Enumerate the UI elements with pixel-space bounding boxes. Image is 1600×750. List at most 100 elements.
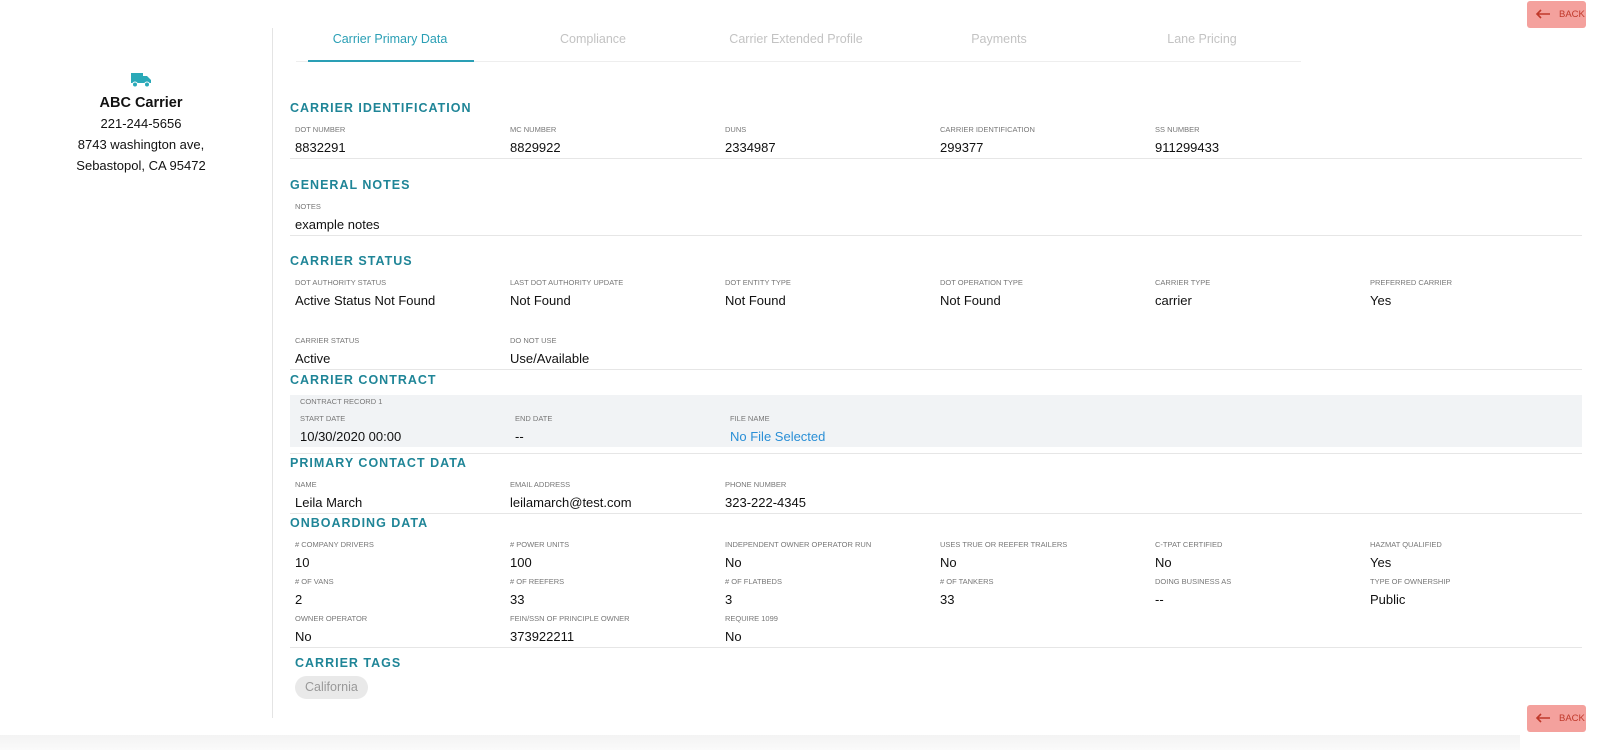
field-label: DOT OPERATION TYPE (940, 278, 1023, 287)
field-label: OWNER OPERATOR (295, 614, 368, 623)
field: C-TPAT CERTIFIED No (1150, 533, 1365, 573)
contract-record: CONTRACT RECORD 1 START DATE 10/30/2020 00… (290, 395, 1582, 447)
field-value: No (940, 555, 957, 570)
carrier-name: ABC Carrier (99, 95, 183, 111)
field: CARRIER STATUS Active (290, 329, 505, 369)
field-label: # OF VANS (295, 577, 334, 586)
tab[interactable]: Lane Pricing (1167, 32, 1237, 46)
field-value: No (725, 555, 742, 570)
field-label: HAZMAT QUALIFIED (1370, 540, 1442, 549)
field-value: -- (1155, 592, 1164, 607)
field-label: CARRIER TYPE (1155, 278, 1211, 287)
field-value: example notes (295, 217, 380, 232)
footer-shadow (0, 735, 1520, 750)
field-row: DOT NUMBER 8832291 MC NUMBER 8829922 DUNS 233… (290, 118, 1582, 158)
field: # COMPANY DRIVERS 10 (290, 533, 505, 573)
field-value: 33 (510, 592, 525, 607)
field: SS NUMBER 911299433 (1150, 118, 1365, 158)
back-label: BACK (1559, 713, 1585, 724)
field-value: -- (515, 429, 524, 444)
record-label: CONTRACT RECORD 1 (300, 397, 383, 406)
field-value: Public (1370, 592, 1406, 607)
field-value: 3 (725, 592, 733, 607)
back-arrow (1535, 9, 1550, 19)
field-value: Not Found (940, 293, 1001, 308)
field: NOTES example notes (290, 195, 505, 235)
field-label: FILE NAME (730, 414, 770, 423)
section: GENERAL NOTES NOTES example notes (290, 175, 1582, 236)
field-value: 2 (295, 592, 303, 607)
field-label: END DATE (515, 414, 553, 423)
field-label: C-TPAT CERTIFIED (1155, 540, 1223, 549)
field-label: DO NOT USE (510, 336, 557, 345)
field-label: LAST DOT AUTHORITY UPDATE (510, 278, 624, 287)
field-label: PHONE NUMBER (725, 480, 787, 489)
section-title: PRIMARY CONTACT DATA (290, 456, 467, 470)
field-row: NAME Leila March EMAIL ADDRESS leilamarch@t… (290, 473, 1582, 513)
field: PHONE NUMBER 323-222-4345 (720, 473, 935, 513)
tab[interactable]: Carrier Extended Profile (729, 32, 863, 46)
field-value: Active Status Not Found (295, 293, 436, 308)
field-label: # POWER UNITS (510, 540, 570, 549)
field-value: carrier (1155, 293, 1192, 308)
field-value: leilamarch@test.com (510, 495, 632, 510)
section: CARRIER CONTRACT CONTRACT RECORD 1 START D… (290, 370, 1582, 454)
field-value: 10 (295, 555, 310, 570)
field-value: 33 (940, 592, 955, 607)
field: END DATE -- (510, 407, 725, 447)
field-label: DOING BUSINESS AS (1155, 577, 1232, 586)
field-row: NOTES example notes (290, 195, 1582, 235)
field: # OF TANKERS 33 (935, 570, 1150, 610)
back-button[interactable]: BACK (1527, 705, 1586, 732)
tag-chip[interactable]: California (295, 676, 368, 699)
field-value: No (1155, 555, 1172, 570)
tab[interactable]: Payments (971, 32, 1027, 46)
field-value: 2334987 (725, 140, 776, 155)
section-title: GENERAL NOTES (290, 178, 411, 192)
field: FEIN/SSN OF PRINCIPLE OWNER 373922211 (505, 607, 720, 647)
section-title: ONBOARDING DATA (290, 516, 429, 530)
field: REQUIRE 1099 No (720, 607, 935, 647)
field-value: No (295, 629, 312, 644)
field: TYPE OF OWNERSHIP Public (1365, 570, 1580, 610)
field: DOT ENTITY TYPE Not Found (720, 271, 935, 311)
section: CARRIER STATUS DOT AUTHORITY STATUS Active… (290, 251, 1582, 370)
field-value: 911299433 (1155, 140, 1220, 155)
field-row: DOT AUTHORITY STATUS Active Status Not Fo… (290, 271, 1582, 311)
field-value: 8829922 (510, 140, 561, 155)
field-label: # OF FLATBEDS (725, 577, 782, 586)
field: # OF VANS 2 (290, 570, 505, 610)
carrier-address: Sebastopol, CA 95472 (76, 158, 206, 173)
field-row: CARRIER STATUS Active DO NOT USE Use/Availa… (290, 329, 1582, 369)
field-value: Use/Available (510, 351, 590, 366)
field-label: CARRIER IDENTIFICATION (940, 125, 1035, 134)
field: DOT NUMBER 8832291 (290, 118, 505, 158)
field-value: 10/30/2020 00:00 (300, 429, 402, 444)
field-label: START DATE (300, 414, 346, 423)
tab[interactable]: Carrier Primary Data (332, 32, 448, 46)
field-label: NOTES (295, 202, 321, 211)
field-label: FEIN/SSN OF PRINCIPLE OWNER (510, 614, 630, 623)
field-value: No (725, 629, 742, 644)
field: DOT AUTHORITY STATUS Active Status Not Fo… (290, 271, 505, 311)
field: CARRIER TYPE carrier (1150, 271, 1365, 311)
truck-svg (131, 73, 151, 88)
field-link[interactable]: No File Selected (730, 429, 826, 444)
field-label: DOT NUMBER (295, 125, 346, 134)
field: # OF FLATBEDS 3 (720, 570, 935, 610)
back-button[interactable]: BACK (1527, 1, 1586, 28)
field: FILE NAME No File Selected (725, 407, 940, 447)
tab[interactable]: Compliance (559, 32, 626, 46)
field-value: Yes (1370, 555, 1392, 570)
field-label: CARRIER STATUS (295, 336, 360, 345)
section-title: CARRIER TAGS (295, 656, 402, 670)
section: CARRIER IDENTIFICATION DOT NUMBER 8832291 M… (290, 98, 1582, 159)
field-label: SS NUMBER (1155, 125, 1200, 134)
field: DOT OPERATION TYPE Not Found (935, 271, 1150, 311)
field: NAME Leila March (290, 473, 505, 513)
field-value: 373922211 (510, 629, 575, 644)
field: OWNER OPERATOR No (290, 607, 505, 647)
truck-icon (0, 72, 282, 91)
field: DOING BUSINESS AS -- (1150, 570, 1365, 610)
